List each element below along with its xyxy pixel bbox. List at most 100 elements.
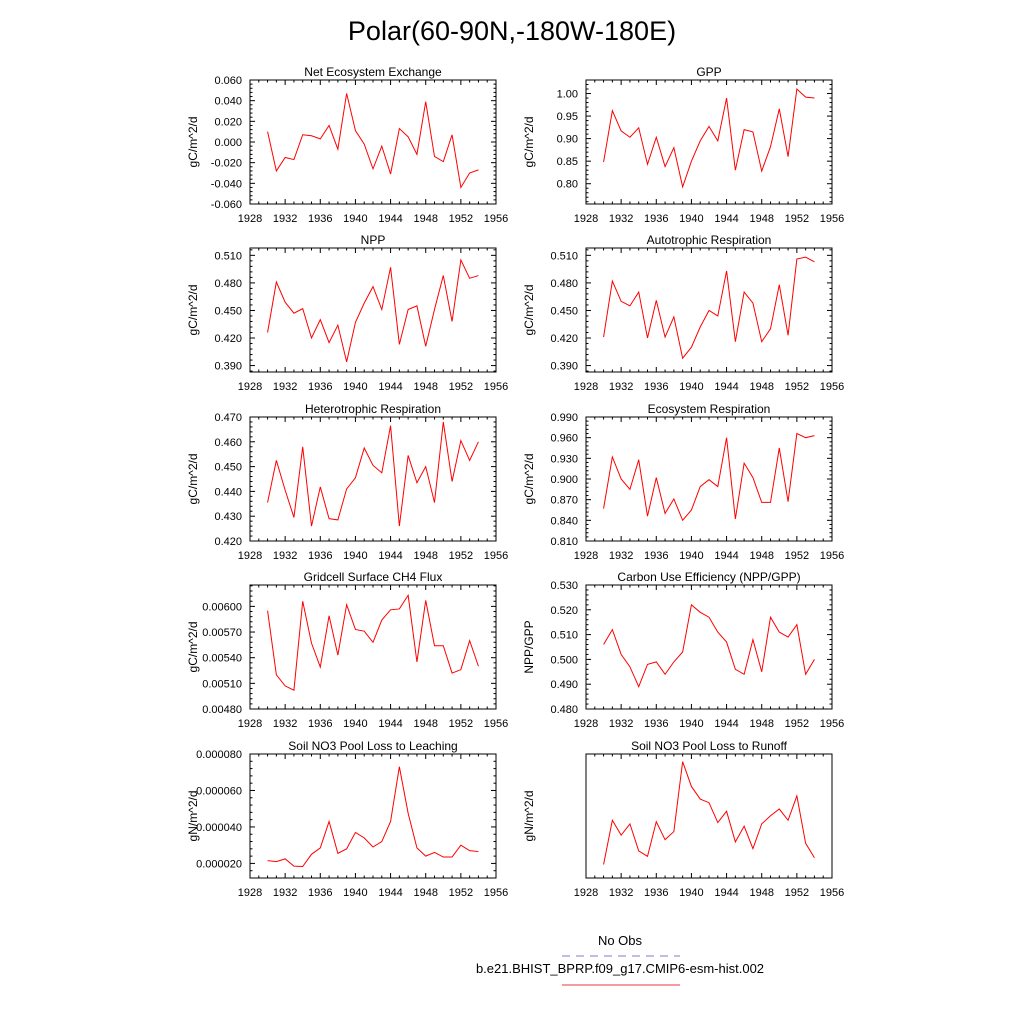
chart-npp-xtick-label: 1932 bbox=[273, 381, 297, 393]
chart-heterotrophic-respiration-xtick-label: 1944 bbox=[378, 550, 402, 562]
chart-heterotrophic-respiration-ytick-label: 0.440 bbox=[214, 486, 242, 498]
chart-net-ecosystem-exchange-ylabel: gC/m^2/d bbox=[186, 117, 200, 168]
chart-gpp: GPP gC/m^2/d 1928 1932 1936 1940 1944 1948 1952 1… bbox=[522, 65, 844, 225]
chart-npp-xtick-label: 1952 bbox=[449, 381, 473, 393]
chart-gridcell-surface-ch4-flux-xtick-label: 1940 bbox=[343, 718, 367, 730]
legend: No Obs b.e21.BHIST_BPRP.f09_g17.CMIP6-es… bbox=[476, 933, 764, 986]
chart-autotrophic-respiration-xtick-label: 1956 bbox=[820, 381, 844, 393]
chart-soil-no3-pool-loss-to-leaching-ytick-label: 0.000060 bbox=[196, 785, 242, 797]
chart-soil-no3-pool-loss-to-leaching-title: Soil NO3 Pool Loss to Leaching bbox=[288, 739, 457, 753]
chart-gridcell-surface-ch4-flux-frame bbox=[249, 584, 497, 710]
chart-soil-no3-pool-loss-to-runoff: Soil NO3 Pool Loss to Runoff gN/m^2/d 1928… bbox=[522, 739, 844, 899]
chart-soil-no3-pool-loss-to-leaching-xtick-label: 1952 bbox=[449, 887, 473, 899]
chart-autotrophic-respiration-ytick-label: 0.390 bbox=[550, 361, 578, 373]
chart-gridcell-surface-ch4-flux-xtick-label: 1932 bbox=[273, 718, 297, 730]
chart-gridcell-surface-ch4-flux-xtick-label: 1952 bbox=[449, 718, 473, 730]
chart-net-ecosystem-exchange-series-line bbox=[267, 93, 479, 189]
chart-carbon-use-efficiency-npp-gpp-xtick-label: 1944 bbox=[714, 718, 738, 730]
chart-heterotrophic-respiration-xtick-label: 1940 bbox=[343, 550, 367, 562]
chart-carbon-use-efficiency-npp-gpp-series-line bbox=[603, 603, 815, 688]
chart-npp-xtick-label: 1956 bbox=[484, 381, 508, 393]
chart-soil-no3-pool-loss-to-runoff-series-line bbox=[603, 761, 815, 865]
chart-soil-no3-pool-loss-to-leaching-xtick-label: 1936 bbox=[308, 887, 332, 899]
chart-soil-no3-pool-loss-to-leaching-frame bbox=[249, 753, 497, 879]
chart-ecosystem-respiration-ytick-label: 0.870 bbox=[550, 495, 578, 507]
chart-net-ecosystem-exchange-ytick-label: -0.040 bbox=[211, 178, 242, 190]
chart-autotrophic-respiration-ytick-label: 0.510 bbox=[550, 250, 578, 262]
chart-npp-ylabel: gC/m^2/d bbox=[186, 285, 200, 336]
figure-title: Polar(60-90N,-180W-180E) bbox=[348, 16, 676, 46]
chart-carbon-use-efficiency-npp-gpp: Carbon Use Efficiency (NPP/GPP) NPP/GPP 19… bbox=[522, 570, 844, 730]
chart-autotrophic-respiration-xtick-label: 1932 bbox=[609, 381, 633, 393]
chart-gridcell-surface-ch4-flux-xtick-label: 1928 bbox=[238, 718, 262, 730]
chart-heterotrophic-respiration-frame bbox=[249, 416, 497, 542]
chart-gpp-series-line bbox=[603, 87, 815, 189]
chart-npp-xtick-label: 1948 bbox=[413, 381, 437, 393]
chart-gridcell-surface-ch4-flux-title: Gridcell Surface CH4 Flux bbox=[304, 570, 443, 584]
chart-ecosystem-respiration-xtick-label: 1952 bbox=[785, 550, 809, 562]
chart-ecosystem-respiration-ytick-label: 0.960 bbox=[550, 433, 578, 445]
chart-gridcell-surface-ch4-flux-ytick-label: 0.00510 bbox=[202, 678, 242, 690]
chart-soil-no3-pool-loss-to-leaching-xtick-label: 1932 bbox=[273, 887, 297, 899]
chart-ecosystem-respiration-xtick-label: 1956 bbox=[820, 550, 844, 562]
chart-npp-frame bbox=[249, 247, 497, 373]
chart-heterotrophic-respiration-ytick-label: 0.460 bbox=[214, 437, 242, 449]
chart-soil-no3-pool-loss-to-leaching: Soil NO3 Pool Loss to Leaching gN/m^2/d 19… bbox=[186, 739, 508, 899]
chart-soil-no3-pool-loss-to-runoff-xtick-label: 1932 bbox=[609, 887, 633, 899]
chart-soil-no3-pool-loss-to-leaching-ytick-label: 0.000080 bbox=[196, 749, 242, 761]
chart-soil-no3-pool-loss-to-leaching-xtick-label: 1944 bbox=[378, 887, 402, 899]
chart-autotrophic-respiration-ytick-label: 0.450 bbox=[550, 305, 578, 317]
chart-ecosystem-respiration-title: Ecosystem Respiration bbox=[648, 402, 771, 416]
chart-autotrophic-respiration-xtick-label: 1940 bbox=[679, 381, 703, 393]
chart-carbon-use-efficiency-npp-gpp-ytick-label: 0.480 bbox=[550, 704, 578, 716]
chart-net-ecosystem-exchange-ytick-label: -0.060 bbox=[211, 199, 242, 211]
chart-gridcell-surface-ch4-flux-ytick-label: 0.00600 bbox=[202, 601, 242, 613]
chart-gridcell-surface-ch4-flux-ytick-label: 0.00480 bbox=[202, 704, 242, 716]
chart-gridcell-surface-ch4-flux-ylabel: gC/m^2/d bbox=[186, 622, 200, 673]
chart-ecosystem-respiration: Ecosystem Respiration gC/m^2/d 1928 1932 193… bbox=[522, 402, 844, 562]
chart-autotrophic-respiration-ytick-label: 0.420 bbox=[550, 333, 578, 345]
chart-autotrophic-respiration-series-line bbox=[603, 256, 815, 360]
chart-soil-no3-pool-loss-to-runoff-xtick-label: 1940 bbox=[679, 887, 703, 899]
chart-gpp-ylabel: gC/m^2/d bbox=[522, 117, 536, 168]
chart-heterotrophic-respiration-xtick-label: 1928 bbox=[238, 550, 262, 562]
chart-gridcell-surface-ch4-flux: Gridcell Surface CH4 Flux gC/m^2/d 1928 193… bbox=[186, 570, 508, 730]
chart-gpp-ytick-label: 0.90 bbox=[557, 134, 578, 146]
chart-gpp-frame bbox=[585, 79, 833, 205]
chart-gpp-xtick-label: 1940 bbox=[679, 213, 703, 225]
chart-heterotrophic-respiration-ytick-label: 0.450 bbox=[214, 462, 242, 474]
chart-ecosystem-respiration-xtick-label: 1940 bbox=[679, 550, 703, 562]
chart-ecosystem-respiration-frame bbox=[585, 416, 833, 542]
chart-gpp-ytick-label: 0.80 bbox=[557, 179, 578, 191]
legend-label-model-run: b.e21.BHIST_BPRP.f09_g17.CMIP6-esm-hist.… bbox=[476, 961, 764, 976]
chart-heterotrophic-respiration-xtick-label: 1956 bbox=[484, 550, 508, 562]
chart-soil-no3-pool-loss-to-leaching-xtick-label: 1940 bbox=[343, 887, 367, 899]
chart-npp-ytick-label: 0.390 bbox=[214, 361, 242, 373]
chart-soil-no3-pool-loss-to-runoff-title: Soil NO3 Pool Loss to Runoff bbox=[631, 739, 788, 753]
chart-soil-no3-pool-loss-to-runoff-xtick-label: 1956 bbox=[820, 887, 844, 899]
chart-heterotrophic-respiration-xtick-label: 1948 bbox=[413, 550, 437, 562]
chart-soil-no3-pool-loss-to-runoff-xtick-label: 1944 bbox=[714, 887, 738, 899]
chart-ecosystem-respiration-ytick-label: 0.930 bbox=[550, 453, 578, 465]
chart-soil-no3-pool-loss-to-runoff-xtick-label: 1928 bbox=[574, 887, 598, 899]
chart-gridcell-surface-ch4-flux-series-line bbox=[267, 593, 479, 691]
chart-npp-ytick-label: 0.420 bbox=[214, 333, 242, 345]
chart-heterotrophic-respiration-ytick-label: 0.430 bbox=[214, 511, 242, 523]
chart-soil-no3-pool-loss-to-leaching-ylabel: gN/m^2/d bbox=[186, 791, 200, 842]
chart-gpp-xtick-label: 1956 bbox=[820, 213, 844, 225]
chart-heterotrophic-respiration: Heterotrophic Respiration gC/m^2/d 1928 193… bbox=[186, 402, 508, 562]
chart-autotrophic-respiration-ytick-label: 0.480 bbox=[550, 278, 578, 290]
chart-autotrophic-respiration-xtick-label: 1952 bbox=[785, 381, 809, 393]
chart-carbon-use-efficiency-npp-gpp-xtick-label: 1940 bbox=[679, 718, 703, 730]
chart-gpp-ytick-label: 0.95 bbox=[557, 111, 578, 123]
chart-net-ecosystem-exchange: Net Ecosystem Exchange gC/m^2/d 1928 1932 19… bbox=[186, 65, 508, 225]
chart-soil-no3-pool-loss-to-runoff-xtick-label: 1948 bbox=[749, 887, 773, 899]
chart-npp-xtick-label: 1940 bbox=[343, 381, 367, 393]
chart-carbon-use-efficiency-npp-gpp-ytick-label: 0.520 bbox=[550, 605, 578, 617]
chart-autotrophic-respiration-xtick-label: 1936 bbox=[644, 381, 668, 393]
chart-ecosystem-respiration-xtick-label: 1944 bbox=[714, 550, 738, 562]
chart-soil-no3-pool-loss-to-runoff-ylabel: gN/m^2/d bbox=[522, 791, 536, 842]
chart-net-ecosystem-exchange-ytick-label: 0.000 bbox=[214, 137, 242, 149]
chart-soil-no3-pool-loss-to-leaching-xtick-label: 1956 bbox=[484, 887, 508, 899]
